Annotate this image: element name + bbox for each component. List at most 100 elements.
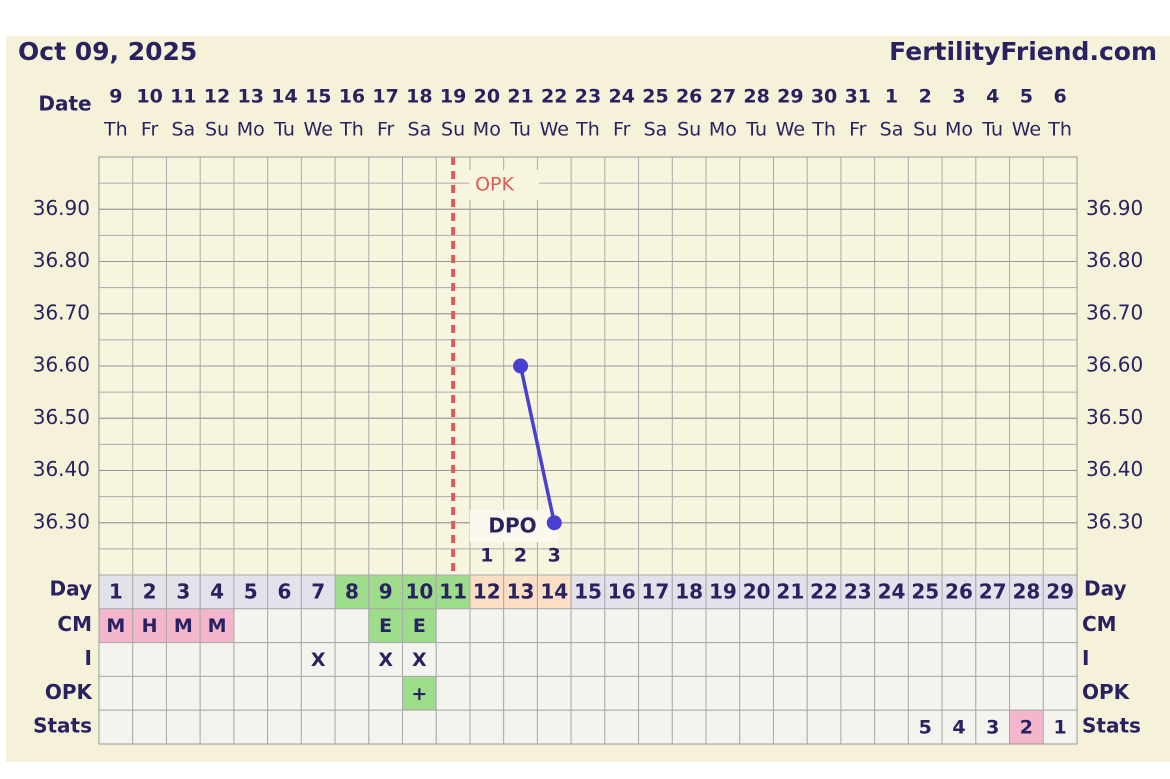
day-cell (300, 574, 336, 610)
cell (300, 608, 336, 644)
cell (570, 608, 606, 644)
temp-line (518, 365, 556, 524)
row-label: Stats (1082, 714, 1141, 738)
date-number: 3 (952, 86, 965, 108)
temp-point (513, 358, 529, 374)
weekday: Su (205, 119, 229, 141)
cell (907, 608, 943, 644)
day-number: 24 (878, 579, 906, 603)
cell (1009, 675, 1044, 711)
cell (772, 642, 808, 677)
date-number: 10 (136, 86, 162, 108)
day-cell (604, 574, 640, 610)
row-label: CM (1082, 612, 1117, 636)
cell (638, 608, 673, 644)
cell (233, 675, 269, 711)
cell-text: X (311, 649, 326, 671)
cell (772, 709, 808, 745)
day-cell (772, 574, 808, 610)
date-number: 20 (474, 86, 500, 108)
cell (536, 675, 572, 711)
cell (503, 675, 538, 711)
cell (1009, 642, 1044, 677)
cell (840, 675, 876, 711)
cell (435, 642, 471, 677)
day-cell (267, 574, 302, 610)
day-cell (334, 574, 370, 610)
date-number: 9 (109, 86, 122, 108)
day-number: 21 (776, 579, 804, 603)
date-number: 17 (372, 86, 398, 108)
cell (435, 608, 471, 644)
weekday: Mo (945, 119, 973, 141)
day-cell (132, 574, 167, 610)
day-cell (1042, 574, 1078, 610)
cell (503, 709, 538, 745)
day-number: 28 (1012, 579, 1040, 603)
cell (739, 709, 774, 745)
weekday: Sa (644, 119, 668, 141)
date-number: 31 (845, 86, 871, 108)
weekday: Sa (171, 119, 195, 141)
date-number: 30 (811, 86, 837, 108)
cell (975, 709, 1011, 745)
cell (1009, 608, 1044, 644)
day-cell (907, 574, 943, 610)
day-number: 11 (439, 579, 467, 603)
date-number: 2 (919, 86, 932, 108)
cell (806, 709, 842, 745)
y-tick-label-right: 36.80 (1086, 248, 1143, 272)
cell (199, 642, 235, 677)
cell (638, 675, 673, 711)
weekday: Fr (613, 119, 631, 141)
day-cell (233, 574, 269, 610)
y-tick-label: 36.70 (33, 300, 90, 324)
day-number: 5 (244, 579, 258, 603)
y-tick-label: 36.40 (33, 457, 90, 481)
day-number: 22 (810, 579, 838, 603)
day-number: 23 (844, 579, 872, 603)
date-number: 4 (986, 86, 999, 108)
cell (233, 642, 269, 677)
cell (907, 642, 943, 677)
opk-label-box (469, 170, 540, 200)
cell (132, 642, 167, 677)
cell-text: H (142, 615, 158, 637)
row-label: OPK (45, 680, 94, 704)
cell (638, 642, 673, 677)
cell-text: M (174, 615, 193, 637)
y-tick-label-right: 36.40 (1086, 457, 1143, 481)
y-tick-label-right: 36.30 (1086, 509, 1143, 533)
row-label: I (85, 646, 92, 670)
cell (132, 608, 167, 644)
dpo-label: DPO (488, 514, 536, 538)
date-number: 19 (440, 86, 466, 108)
weekday: Sa (880, 119, 904, 141)
y-tick-label: 36.30 (33, 509, 90, 533)
weekday: Sa (408, 119, 432, 141)
day-number: 25 (911, 579, 939, 603)
cell (604, 709, 640, 745)
weekday: Mo (473, 119, 501, 141)
cell (300, 709, 336, 745)
day-number: 2 (143, 579, 157, 603)
cell-text: 5 (919, 717, 932, 739)
cell (604, 642, 640, 677)
cell (806, 642, 842, 677)
cell-text: M (106, 615, 125, 637)
y-tick-label-right: 36.70 (1086, 300, 1143, 324)
cell (874, 675, 909, 711)
date-number: 12 (204, 86, 230, 108)
cell-text: 4 (952, 717, 965, 739)
date-number: 14 (271, 86, 297, 108)
cell (739, 608, 774, 644)
cell (840, 709, 876, 745)
date-label: Date (38, 92, 91, 116)
date-number: 26 (676, 86, 702, 108)
cell (840, 642, 876, 677)
row-label: Day (49, 576, 92, 600)
cell (334, 608, 370, 644)
date-number: 25 (642, 86, 668, 108)
date-number: 15 (305, 86, 331, 108)
cell (469, 608, 505, 644)
